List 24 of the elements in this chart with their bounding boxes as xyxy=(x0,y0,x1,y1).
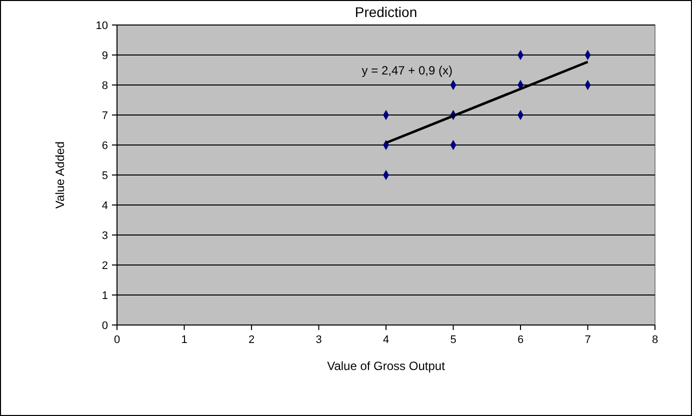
annotation: y = 2,47 + 0,9 (x) xyxy=(362,64,453,78)
x-tick-label: 5 xyxy=(450,334,456,346)
x-tick-label: 0 xyxy=(114,334,120,346)
y-tick-label: 5 xyxy=(102,170,108,182)
y-tick-label: 3 xyxy=(102,230,108,242)
y-tick-label: 10 xyxy=(96,20,108,32)
y-tick-label: 4 xyxy=(102,200,108,212)
x-tick-label: 6 xyxy=(517,334,524,346)
chart-title: Prediction xyxy=(354,4,418,20)
y-axis-title: Value Added xyxy=(53,141,67,209)
y-tick-label: 1 xyxy=(102,290,108,302)
y-tick-label: 6 xyxy=(102,140,108,152)
y-tick-label: 9 xyxy=(102,50,108,62)
x-tick-label: 3 xyxy=(316,334,322,346)
x-axis-title: Value of Gross Output xyxy=(327,359,446,373)
x-tick-label: 1 xyxy=(181,334,188,346)
y-tick-label: 0 xyxy=(102,320,108,332)
y-tick-label: 8 xyxy=(102,80,108,92)
x-tick-label: 8 xyxy=(652,334,658,346)
x-tick-label: 7 xyxy=(584,334,591,346)
x-tick-label: 4 xyxy=(382,334,390,346)
y-tick-label: 2 xyxy=(102,260,108,272)
y-tick-label: 7 xyxy=(102,110,108,122)
x-tick-label: 2 xyxy=(248,334,255,346)
